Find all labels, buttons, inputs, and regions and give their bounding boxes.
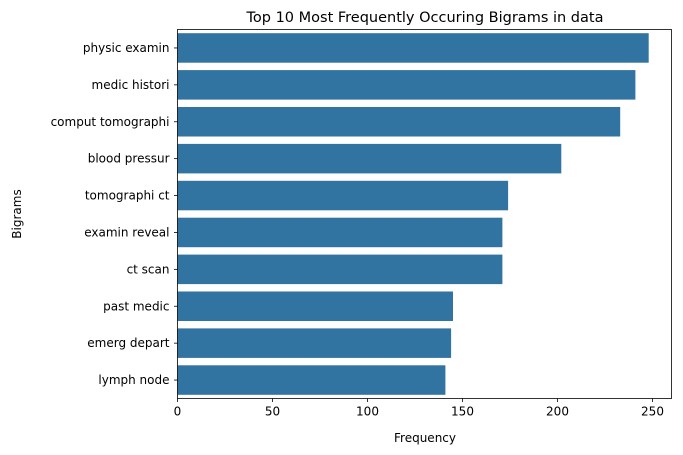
x-tick-label: 100	[356, 405, 379, 419]
bar	[177, 254, 503, 285]
x-tick-label: 200	[546, 405, 569, 419]
x-axis-label: Frequency	[394, 431, 456, 445]
y-tick-label: tomographi ct	[85, 189, 170, 203]
y-tick-label: emerg depart	[87, 336, 170, 350]
y-axis-ticks: physic examin medic histori comput tomogra…	[51, 41, 178, 387]
bar	[177, 328, 452, 358]
y-tick-label: past medic	[103, 299, 169, 313]
bar	[177, 70, 636, 100]
y-tick-label: lymph node	[98, 373, 169, 387]
bar	[177, 33, 649, 63]
y-tick-label: comput tomographi	[51, 115, 170, 129]
bar	[177, 217, 503, 248]
bar	[177, 106, 621, 137]
x-tick-label: 0	[174, 405, 182, 419]
chart-title: Top 10 Most Frequently Occuring Bigrams …	[246, 10, 604, 26]
y-tick-label: ct scan	[127, 262, 170, 276]
bar	[177, 365, 446, 395]
bar	[177, 291, 453, 322]
x-tick-label: 150	[451, 405, 474, 419]
y-axis-label: Bigrams	[10, 189, 24, 238]
y-tick-label: medic histori	[92, 78, 170, 92]
x-axis-ticks: 0 50 100 150 200 250	[174, 398, 664, 419]
bars-group	[177, 33, 649, 395]
y-tick-label: physic examin	[83, 41, 170, 55]
y-tick-label: blood pressur	[88, 152, 170, 166]
bar	[177, 180, 509, 211]
y-tick-label: examin reveal	[84, 225, 169, 239]
bar	[177, 143, 562, 174]
plot-frame	[177, 29, 672, 399]
x-tick-label: 50	[265, 405, 280, 419]
x-tick-label: 250	[641, 405, 664, 419]
